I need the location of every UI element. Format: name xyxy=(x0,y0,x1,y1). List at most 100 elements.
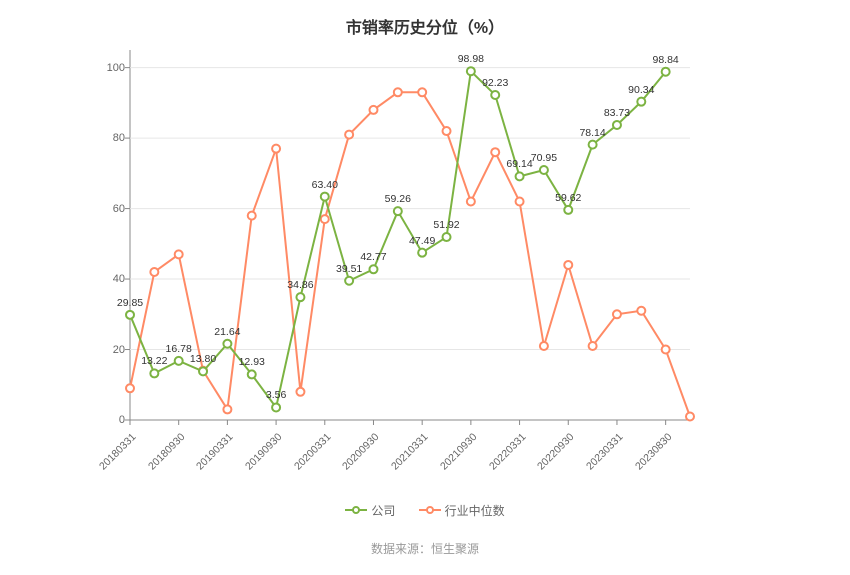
marker-company[interactable] xyxy=(394,207,402,215)
marker-company[interactable] xyxy=(662,68,670,76)
data-label-company: 16.78 xyxy=(166,343,192,355)
marker-industry[interactable] xyxy=(491,148,499,156)
marker-company[interactable] xyxy=(345,277,353,285)
marker-industry[interactable] xyxy=(394,88,402,96)
marker-company[interactable] xyxy=(223,340,231,348)
x-tick-label: 20230331 xyxy=(584,431,626,473)
x-tick-label: 20200930 xyxy=(340,431,382,473)
circle-marker-icon xyxy=(352,506,360,514)
marker-industry[interactable] xyxy=(126,384,134,392)
x-tick-label: 20230830 xyxy=(633,431,675,473)
marker-company[interactable] xyxy=(199,367,207,375)
x-tick-label: 20220930 xyxy=(535,431,577,473)
y-tick-label: 100 xyxy=(95,62,125,74)
marker-industry[interactable] xyxy=(296,388,304,396)
marker-industry[interactable] xyxy=(272,145,280,153)
data-label-company: 69.14 xyxy=(506,158,532,170)
data-label-company: 29.85 xyxy=(117,297,143,309)
data-label-company: 13.22 xyxy=(141,355,167,367)
marker-company[interactable] xyxy=(272,403,280,411)
y-tick-label: 40 xyxy=(95,273,125,285)
x-tick-label: 20180331 xyxy=(97,431,139,473)
chart-title: 市销率历史分位（%） xyxy=(0,0,850,44)
marker-company[interactable] xyxy=(491,91,499,99)
marker-industry[interactable] xyxy=(564,261,572,269)
marker-industry[interactable] xyxy=(516,198,524,206)
marker-industry[interactable] xyxy=(150,268,158,276)
data-label-company: 21.64 xyxy=(214,326,240,338)
marker-industry[interactable] xyxy=(589,342,597,350)
data-label-company: 59.62 xyxy=(555,192,581,204)
marker-company[interactable] xyxy=(637,98,645,106)
x-tick-label: 20210331 xyxy=(389,431,431,473)
legend-label-company: 公司 xyxy=(371,502,395,519)
y-tick-label: 20 xyxy=(95,344,125,356)
data-label-company: 98.98 xyxy=(458,53,484,65)
data-label-company: 42.77 xyxy=(360,251,386,263)
marker-industry[interactable] xyxy=(248,212,256,220)
x-tick-label: 20190331 xyxy=(194,431,236,473)
x-tick-label: 20200331 xyxy=(292,431,334,473)
chart-container: 市销率历史分位（%） 020406080100 29.8513.2216.781… xyxy=(0,0,850,575)
y-tick-label: 60 xyxy=(95,203,125,215)
marker-company[interactable] xyxy=(613,121,621,129)
marker-company[interactable] xyxy=(126,311,134,319)
marker-company[interactable] xyxy=(443,233,451,241)
legend-item-company[interactable]: 公司 xyxy=(345,502,395,519)
legend-label-industry: 行业中位数 xyxy=(445,502,505,519)
legend-line-industry xyxy=(419,509,441,511)
circle-marker-icon xyxy=(426,506,434,514)
marker-company[interactable] xyxy=(418,249,426,257)
data-label-company: 59.26 xyxy=(385,193,411,205)
marker-industry[interactable] xyxy=(540,342,548,350)
marker-company[interactable] xyxy=(516,172,524,180)
marker-industry[interactable] xyxy=(613,310,621,318)
legend-line-company xyxy=(345,509,367,511)
data-label-company: 70.95 xyxy=(531,152,557,164)
marker-industry[interactable] xyxy=(467,198,475,206)
marker-industry[interactable] xyxy=(223,405,231,413)
x-tick-label: 20210930 xyxy=(438,431,480,473)
data-source: 数据来源：恒生聚源 xyxy=(0,540,850,557)
marker-industry[interactable] xyxy=(369,106,377,114)
line-industry xyxy=(130,92,690,416)
y-tick-label: 80 xyxy=(95,132,125,144)
marker-industry[interactable] xyxy=(443,127,451,135)
data-label-company: 51.92 xyxy=(433,219,459,231)
marker-industry[interactable] xyxy=(662,346,670,354)
data-label-company: 3.56 xyxy=(266,389,286,401)
data-label-company: 47.49 xyxy=(409,235,435,247)
data-label-company: 63.40 xyxy=(312,179,338,191)
marker-industry[interactable] xyxy=(175,250,183,258)
marker-company[interactable] xyxy=(467,67,475,75)
marker-company[interactable] xyxy=(540,166,548,174)
x-tick-label: 20190930 xyxy=(243,431,285,473)
data-label-company: 90.34 xyxy=(628,84,654,96)
marker-company[interactable] xyxy=(296,293,304,301)
data-label-company: 92.23 xyxy=(482,77,508,89)
marker-industry[interactable] xyxy=(686,412,694,420)
legend: 公司 行业中位数 xyxy=(0,500,850,519)
data-label-company: 34.86 xyxy=(287,279,313,291)
marker-industry[interactable] xyxy=(637,307,645,315)
marker-company[interactable] xyxy=(248,370,256,378)
marker-industry[interactable] xyxy=(321,215,329,223)
marker-company[interactable] xyxy=(564,206,572,214)
marker-company[interactable] xyxy=(369,265,377,273)
marker-company[interactable] xyxy=(150,369,158,377)
legend-item-industry[interactable]: 行业中位数 xyxy=(419,502,505,519)
data-label-company: 39.51 xyxy=(336,263,362,275)
marker-industry[interactable] xyxy=(345,131,353,139)
data-label-company: 78.14 xyxy=(579,127,605,139)
marker-industry[interactable] xyxy=(418,88,426,96)
marker-company[interactable] xyxy=(175,357,183,365)
x-tick-label: 20220331 xyxy=(487,431,529,473)
plot-area: 29.8513.2216.7813.8021.6412.933.5634.866… xyxy=(130,50,690,420)
x-axis: 2018033120180930201903312019093020200331… xyxy=(130,425,690,485)
marker-company[interactable] xyxy=(589,141,597,149)
data-label-company: 83.73 xyxy=(604,107,630,119)
data-label-company: 98.84 xyxy=(653,54,679,66)
marker-company[interactable] xyxy=(321,193,329,201)
y-axis: 020406080100 xyxy=(95,50,125,420)
x-tick-label: 20180930 xyxy=(146,431,188,473)
